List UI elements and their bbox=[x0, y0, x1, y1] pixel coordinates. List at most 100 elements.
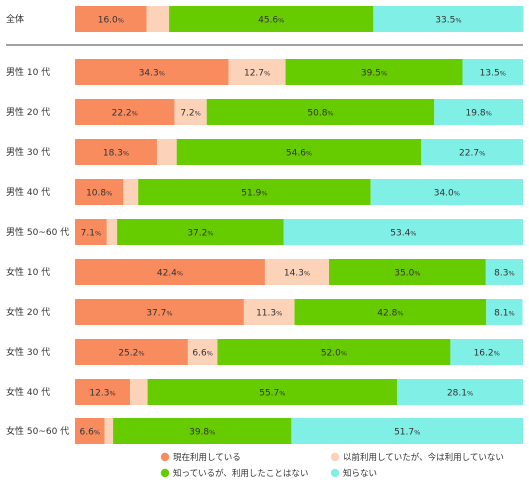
data-label: 28.1% bbox=[447, 389, 473, 399]
bar-row: 女性 40 代 12.3% 55.7% 28.1% bbox=[6, 379, 523, 405]
legend-label: 現在利用している bbox=[173, 452, 241, 463]
row-label: 全体 bbox=[6, 13, 24, 25]
data-label: 53.4% bbox=[390, 229, 416, 239]
bar-segment bbox=[75, 259, 265, 285]
data-label: 16.0% bbox=[98, 16, 124, 26]
bar-segment bbox=[187, 339, 218, 365]
bar-segment bbox=[138, 179, 371, 205]
data-label: 39.5% bbox=[361, 69, 387, 79]
data-label: 10.8% bbox=[86, 189, 112, 199]
data-label: 51.9% bbox=[241, 189, 267, 199]
bar-segment bbox=[75, 179, 124, 205]
data-label: 45.6% bbox=[258, 16, 284, 26]
row-label: 女性 10 代 bbox=[6, 266, 50, 278]
legend-label: 知らない bbox=[343, 468, 377, 479]
data-label: 35.0% bbox=[394, 269, 420, 279]
data-label: 12.7% bbox=[244, 69, 270, 79]
bar-segment bbox=[486, 299, 523, 325]
data-label: 52.0% bbox=[321, 349, 347, 359]
data-label: 8.1% bbox=[494, 309, 515, 319]
bar-segment bbox=[146, 6, 170, 32]
bar-row: 女性 10 代 42.4% 14.3% 35.0% 8.3% bbox=[6, 259, 523, 285]
data-label: 14.3% bbox=[284, 269, 310, 279]
data-label: 42.4% bbox=[157, 269, 183, 279]
bar-segment bbox=[291, 418, 523, 444]
legend-item: 以前利用していたが、今は利用していない bbox=[330, 452, 504, 463]
bar-row: 男性 40 代 10.8% 51.9% 34.0% bbox=[6, 179, 523, 205]
bar-segment bbox=[75, 139, 157, 165]
legend-item: 知らない bbox=[330, 468, 377, 479]
data-label: 6.6% bbox=[80, 428, 101, 438]
bar-segment bbox=[373, 6, 524, 32]
row-label: 男性 30 代 bbox=[6, 146, 50, 158]
bar-segment bbox=[264, 259, 330, 285]
row-label: 男性 20 代 bbox=[6, 106, 50, 118]
legend-item: 現在利用している bbox=[160, 452, 241, 463]
row-label: 女性 50~60 代 bbox=[6, 425, 69, 437]
bar-row: 男性 50~60 代 7.1% 37.2% 53.4% bbox=[6, 219, 523, 245]
bar-segment bbox=[174, 99, 207, 125]
bar-row: 女性 50~60 代 6.6% 39.8% 51.7% bbox=[6, 418, 523, 444]
bar-segment bbox=[75, 59, 229, 85]
legend-label: 知っているが、利用したことはない bbox=[173, 468, 308, 479]
chart-rows: 全体 16.0% 45.6% 33.5% 男性 10 代 34.3% 12.7% 39.5% 1… bbox=[6, 6, 524, 444]
bar-row: 女性 20 代 37.7% 11.3% 42.8% 8.1% bbox=[6, 299, 523, 325]
data-label: 12.3% bbox=[89, 389, 115, 399]
bar-segment bbox=[117, 219, 284, 245]
bar-segment bbox=[123, 179, 139, 205]
data-label: 25.2% bbox=[118, 349, 144, 359]
bar-segment bbox=[113, 418, 292, 444]
bar-segment bbox=[228, 59, 286, 85]
data-label: 54.6% bbox=[286, 149, 312, 159]
legend: 現在利用している 以前利用していたが、今は利用していない知っているが、利用したこと… bbox=[160, 452, 504, 479]
data-label: 18.3% bbox=[103, 149, 129, 159]
row-label: 女性 20 代 bbox=[6, 306, 50, 318]
data-label: 11.3% bbox=[256, 309, 282, 319]
bar-segment bbox=[206, 99, 435, 125]
data-label: 34.0% bbox=[434, 189, 460, 199]
legend-swatch bbox=[330, 452, 340, 462]
bar-segment bbox=[75, 299, 244, 325]
bar-segment bbox=[285, 59, 463, 85]
data-label: 51.7% bbox=[394, 428, 420, 438]
bar-segment bbox=[397, 379, 523, 405]
bar-segment bbox=[329, 259, 486, 285]
data-label: 37.2% bbox=[187, 229, 213, 239]
bar-row: 女性 30 代 25.2% 6.6% 52.0% 16.2% bbox=[6, 339, 523, 365]
bar-segment bbox=[294, 299, 487, 325]
bar-segment bbox=[243, 299, 295, 325]
bar-segment bbox=[462, 59, 523, 85]
bar-segment bbox=[450, 339, 523, 365]
bar-segment bbox=[75, 99, 175, 125]
row-label: 女性 40 代 bbox=[6, 386, 50, 398]
bar-segment bbox=[434, 99, 523, 125]
data-label: 50.8% bbox=[307, 109, 333, 119]
bar-segment bbox=[283, 219, 523, 245]
data-label: 33.5% bbox=[435, 16, 461, 26]
data-label: 6.6% bbox=[192, 349, 213, 359]
bar-segment bbox=[421, 139, 523, 165]
bar-segment bbox=[176, 139, 422, 165]
bar-segment bbox=[75, 219, 107, 245]
bar-segment bbox=[217, 339, 451, 365]
bar-segment bbox=[169, 6, 374, 32]
legend-swatch bbox=[160, 468, 170, 478]
bar-segment bbox=[104, 418, 114, 444]
row-label: 男性 40 代 bbox=[6, 186, 50, 198]
row-label: 男性 10 代 bbox=[6, 66, 50, 78]
bar-row: 全体 16.0% 45.6% 33.5% bbox=[6, 6, 524, 32]
data-label: 34.3% bbox=[139, 69, 165, 79]
data-label: 8.3% bbox=[494, 269, 515, 279]
bar-segment bbox=[156, 139, 177, 165]
legend-item: 知っているが、利用したことはない bbox=[160, 468, 308, 479]
data-label: 7.1% bbox=[81, 229, 102, 239]
bar-segment bbox=[130, 379, 148, 405]
legend-swatch bbox=[330, 468, 340, 478]
row-label: 女性 30 代 bbox=[6, 346, 50, 358]
bar-row: 男性 20 代 22.2% 7.2% 50.8% 19.8% bbox=[6, 99, 523, 125]
data-label: 7.2% bbox=[180, 109, 201, 119]
data-label: 42.8% bbox=[377, 309, 403, 319]
data-label: 22.2% bbox=[112, 109, 138, 119]
data-label: 19.8% bbox=[466, 109, 492, 119]
